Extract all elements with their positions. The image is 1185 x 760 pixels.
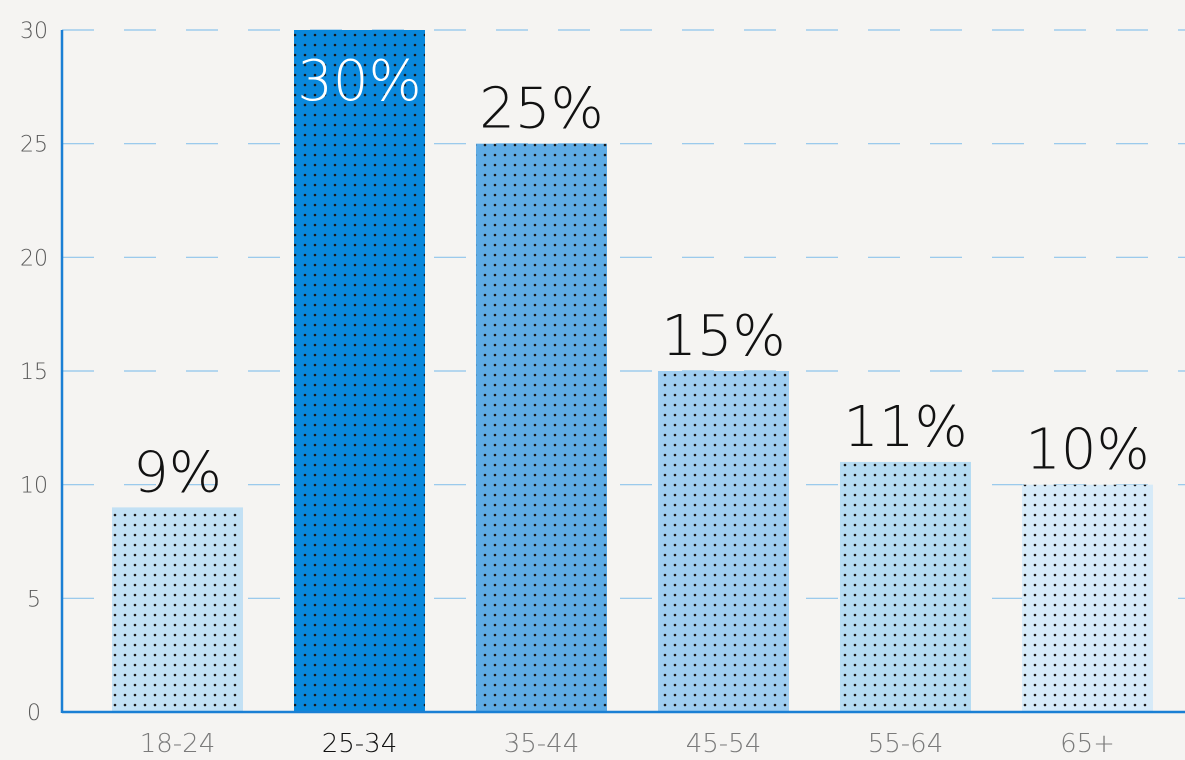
y-tick-labels: 0 5 10 15 20 25 30 [20,19,48,726]
y-tick-label: 15 [20,360,48,385]
data-labels: 9% 30% 25% 15% 11% 10% [133,49,1150,505]
y-tick-label: 0 [27,701,41,726]
bar-dot-pattern [476,143,607,712]
bar-dot-pattern [840,461,971,712]
y-tick-label: 5 [27,587,41,612]
data-label: 9% [133,440,222,505]
gridlines [62,29,1185,599]
x-tick-label: 65+ [1060,729,1115,759]
x-tick-label: 18-24 [140,729,216,759]
bar-dot-pattern [1022,484,1153,712]
y-tick-label: 10 [20,474,48,499]
data-label: 10% [1025,418,1149,483]
axes [60,30,1185,714]
y-tick-label: 25 [20,133,48,158]
bars [112,30,1153,712]
bar-dot-pattern [112,507,243,712]
data-label: 11% [843,395,967,460]
x-tick-labels: 18-24 25-34 35-44 45-54 55-64 65+ [140,729,1115,759]
data-label: 25% [479,77,603,142]
bar-dot-pattern [658,371,789,712]
y-tick-label: 30 [20,19,48,44]
data-label: 30% [297,49,421,114]
x-tick-label: 25-34 [322,729,398,759]
bar-dot-pattern [294,30,425,712]
data-label: 15% [661,304,785,369]
x-tick-label: 35-44 [504,729,580,759]
x-tick-label: 55-64 [868,729,944,759]
x-tick-label: 45-54 [686,729,762,759]
y-tick-label: 20 [20,246,48,271]
